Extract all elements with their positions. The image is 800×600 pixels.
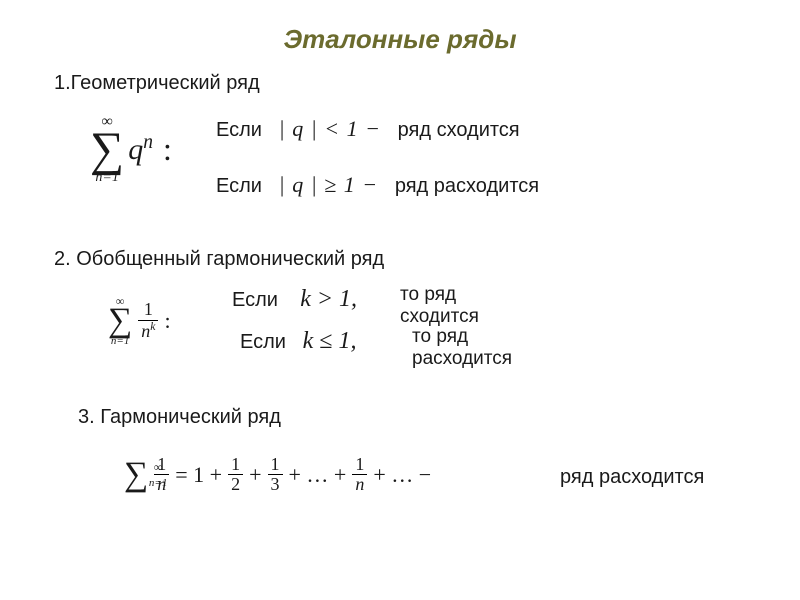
section-1-condition-2: Если | q | ≥ 1 − ряд расходится: [216, 172, 539, 198]
sum-lower: n=1: [149, 478, 167, 489]
cond-math: k ≤ 1,: [303, 328, 357, 354]
sigma-icon: ∞ ∑ n=1: [124, 449, 148, 501]
plus-sign: +: [249, 462, 261, 488]
fraction: 1 n: [352, 455, 367, 496]
colon: :: [163, 131, 172, 168]
cond-result-line2: сходится: [400, 306, 479, 327]
section-3-heading: 3. Гармонический ряд: [78, 406, 281, 429]
frac-den-base: n: [141, 321, 150, 341]
sum-upper: ∞: [154, 461, 163, 473]
cond-result: ряд расходится: [395, 175, 539, 197]
sigma-icon: ∞ ∑ n=1: [108, 295, 132, 347]
section-2-heading: 2. Обобщенный гармонический ряд: [54, 248, 384, 271]
frac-num: 1: [228, 455, 243, 475]
frac-den: n: [352, 474, 367, 495]
cond-math: | q | < 1 −: [279, 116, 381, 141]
cond-prefix: Если: [240, 331, 286, 353]
slide: Эталонные ряды 1.Геометрический ряд ∞ ∑ …: [0, 0, 800, 600]
frac-num: 1: [268, 455, 283, 475]
fraction: 1 2: [228, 455, 243, 496]
section-1-formula: ∞ ∑ n=1 qn :: [90, 106, 172, 185]
section-1-heading: 1.Геометрический ряд: [54, 72, 260, 95]
sum-body-base: q: [128, 133, 143, 166]
section-2-condition-2: Если k ≤ 1,: [240, 328, 356, 355]
cond-prefix: Если: [216, 175, 262, 197]
frac-den-exp: k: [150, 320, 155, 333]
section-3-formula: ∞ ∑ n=1 1 n = 1 + 1 2 + 1 3 + … + 1 n: [124, 442, 431, 501]
section-2-formula: ∞ ∑ n=1 1 nk :: [108, 288, 171, 347]
sum-lower: n=1: [111, 336, 129, 347]
frac-num: 1: [141, 300, 156, 320]
cond-prefix: Если: [216, 119, 262, 141]
tail: + … −: [373, 462, 431, 488]
fraction: 1 3: [268, 455, 283, 496]
frac-den: 3: [268, 474, 283, 495]
section-2-condition-2-result: то ряд расходится: [412, 326, 512, 370]
cond-result-line1: то ряд: [412, 326, 468, 347]
cond-result-line1: то ряд: [400, 284, 456, 305]
slide-title: Эталонные ряды: [0, 24, 800, 55]
section-1-condition-1: Если | q | < 1 − ряд сходится: [216, 116, 520, 142]
colon: :: [164, 308, 170, 334]
dots: + … +: [289, 462, 347, 488]
cond-result: ряд сходится: [398, 119, 520, 141]
frac-den: 2: [228, 474, 243, 495]
fraction: 1 nk: [138, 300, 158, 342]
cond-math: | q | ≥ 1 −: [279, 172, 379, 197]
sigma-icon: ∞ ∑ n=1: [90, 114, 124, 185]
section-2-condition-1-result: то ряд сходится: [400, 284, 479, 328]
cond-prefix: Если: [232, 289, 278, 311]
cond-math: k > 1,: [300, 286, 357, 312]
section-3-result: ряд расходится: [560, 466, 704, 489]
sum-body-exp: n: [143, 132, 153, 153]
expansion-eq: = 1 +: [175, 462, 222, 488]
cond-result-line2: расходится: [412, 348, 512, 369]
sum-lower: n=1: [95, 171, 118, 185]
frac-num: 1: [352, 455, 367, 475]
section-2-condition-1: Если k > 1,: [232, 286, 357, 313]
